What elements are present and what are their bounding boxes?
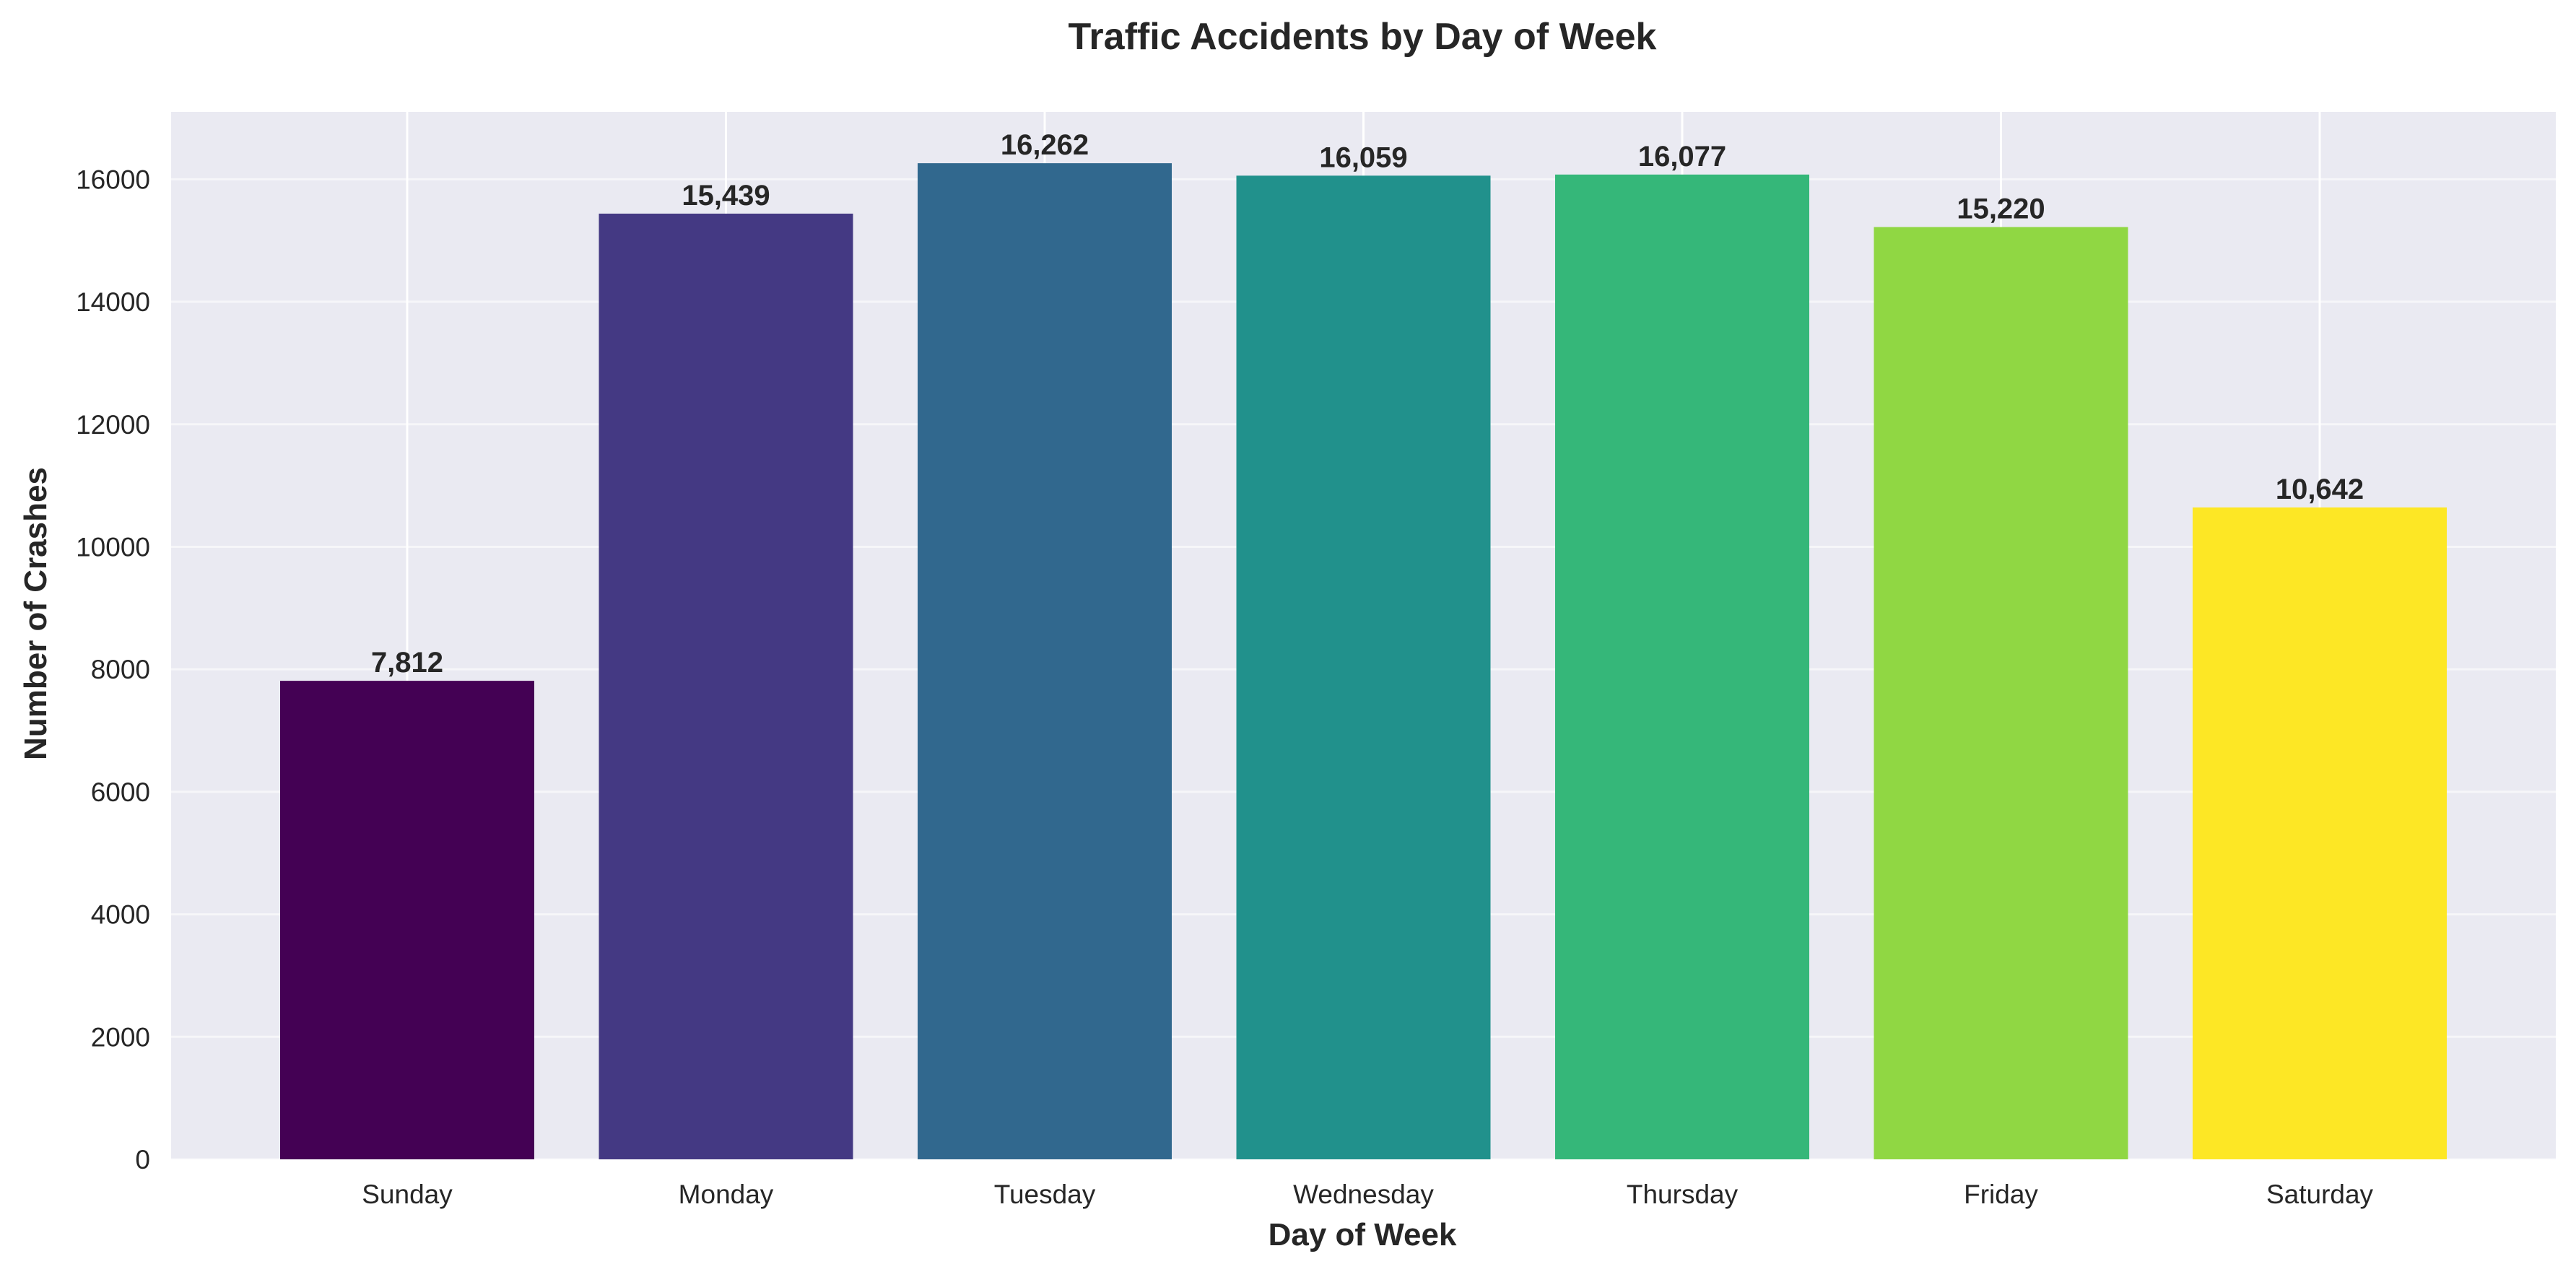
y-axis-label: Number of Crashes <box>18 467 53 760</box>
x-tick-label: Friday <box>1964 1180 2038 1209</box>
bar-sunday <box>280 681 534 1159</box>
data-label: 16,059 <box>1319 141 1407 173</box>
x-tick-label: Monday <box>679 1180 774 1209</box>
y-tick-label: 10000 <box>76 532 150 562</box>
bar-monday <box>599 213 853 1160</box>
y-tick-label: 12000 <box>76 410 150 440</box>
bar-thursday <box>1555 174 1809 1160</box>
y-tick-label: 6000 <box>91 777 150 807</box>
chart-title: Traffic Accidents by Day of Week <box>1069 16 1657 58</box>
x-axis-label: Day of Week <box>1269 1217 1457 1252</box>
data-label: 16,262 <box>1001 129 1089 161</box>
x-tick-label: Sunday <box>362 1180 453 1209</box>
y-tick-label: 14000 <box>76 287 150 317</box>
x-tick-labels: Sunday Monday Tuesday Wednesday Thursday Frid… <box>362 1180 2373 1209</box>
x-tick-label: Thursday <box>1627 1180 1739 1209</box>
y-tick-label: 8000 <box>91 655 150 684</box>
bar-friday <box>1874 227 2128 1159</box>
data-label: 15,220 <box>1957 193 2045 225</box>
data-label: 16,077 <box>1638 141 1726 173</box>
x-tick-label: Wednesday <box>1293 1180 1434 1209</box>
bar-wednesday <box>1236 175 1491 1160</box>
data-label: 15,439 <box>682 180 770 212</box>
data-labels: 7,812 15,439 16,262 16,059 16,077 15,220 10,64… <box>371 129 2364 679</box>
y-tick-label: 2000 <box>91 1022 150 1052</box>
bars <box>280 163 2447 1160</box>
y-tick-label: 0 <box>135 1145 150 1174</box>
data-label: 10,642 <box>2276 474 2364 505</box>
y-tick-labels: 0 2000 4000 6000 8000 10000 12000 14000 16000 <box>76 165 150 1174</box>
x-tick-label: Saturday <box>2266 1180 2374 1209</box>
bar-saturday <box>2193 507 2447 1159</box>
x-tick-label: Tuesday <box>994 1180 1096 1209</box>
data-label: 7,812 <box>371 647 443 679</box>
y-tick-label: 4000 <box>91 900 150 930</box>
bar-tuesday <box>918 163 1172 1160</box>
y-tick-label: 16000 <box>76 165 150 194</box>
